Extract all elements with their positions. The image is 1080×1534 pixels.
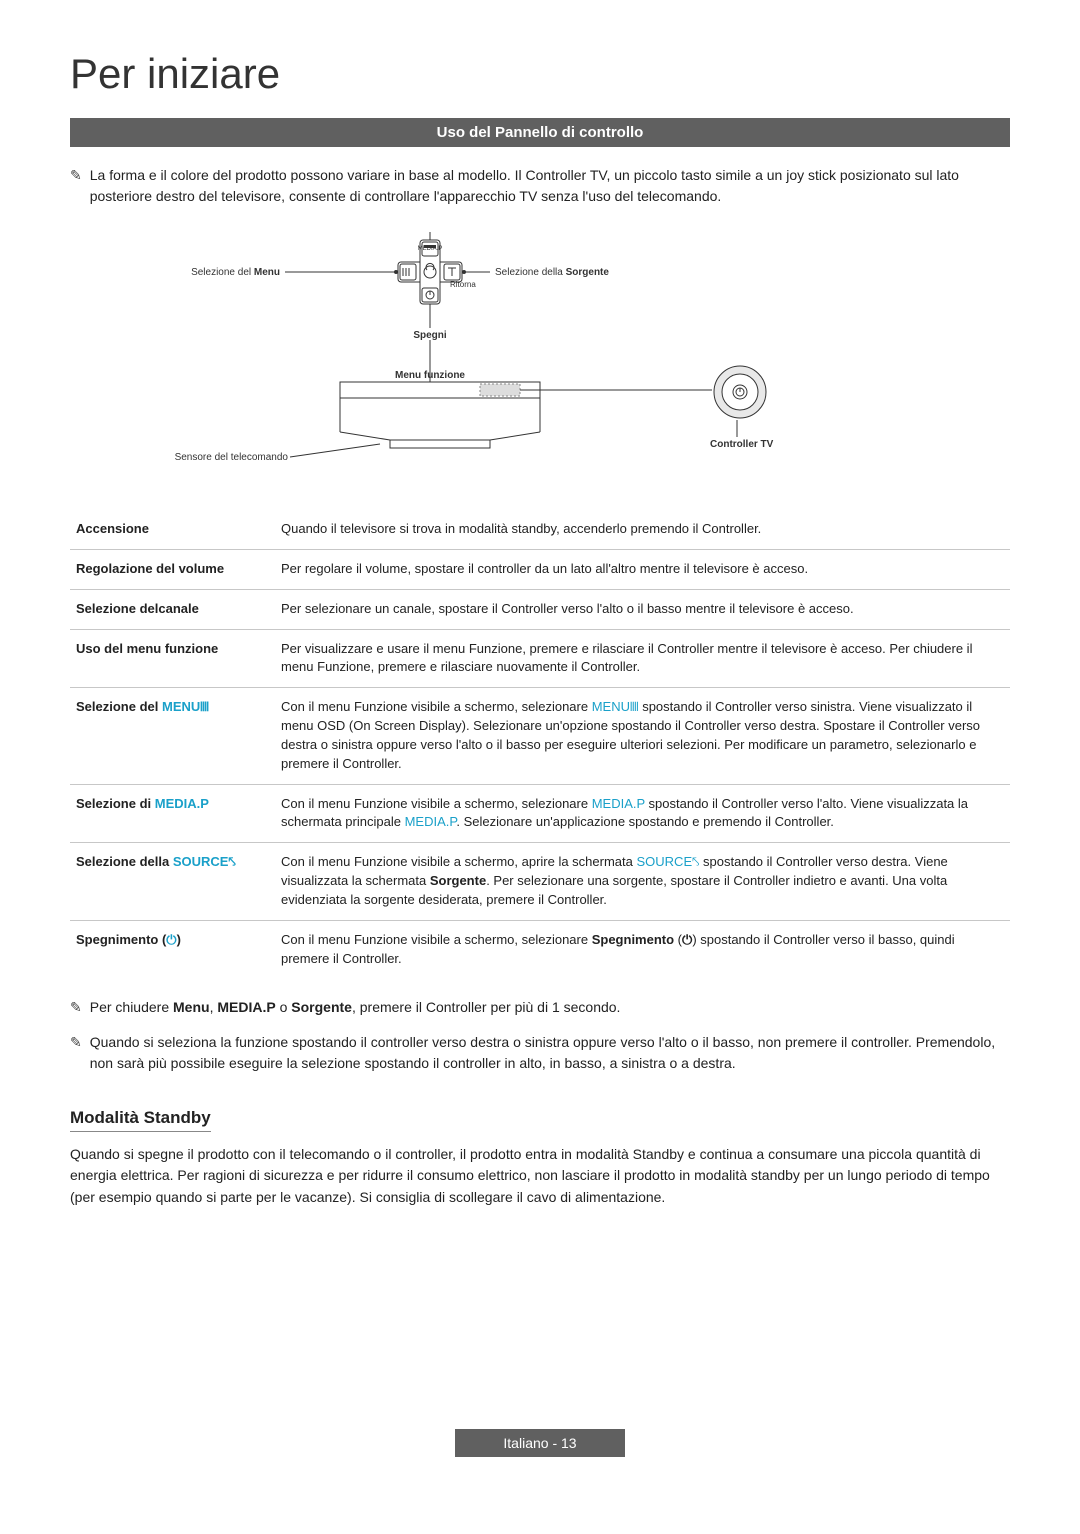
row-label: Regolazione del volume <box>70 549 275 589</box>
row-label: Uso del menu funzione <box>70 629 275 688</box>
diagram-svg: MEDIA.P Selezione del Media Play Selezio… <box>140 232 940 492</box>
svg-text:Selezione della Sorgente: Selezione della Sorgente <box>495 267 609 278</box>
intro-note: ✎ La forma e il colore del prodotto poss… <box>70 165 1010 207</box>
row-description: Con il menu Funzione visibile a schermo,… <box>275 688 1010 784</box>
svg-text:Menu funzione: Menu funzione <box>395 370 465 381</box>
intro-note-text: La forma e il colore del prodotto posson… <box>90 165 1010 207</box>
note-icon: ✎ <box>70 165 82 186</box>
note: ✎ Per chiudere Menu, MEDIA.P o Sorgente, … <box>70 997 1010 1018</box>
page-title: Per iniziare <box>70 50 1010 98</box>
note-text: Quando si seleziona la funzione spostand… <box>90 1032 1010 1074</box>
svg-text:Selezione del Media Play: Selezione del Media Play <box>370 232 485 233</box>
row-description: Per visualizzare e usare il menu Funzion… <box>275 629 1010 688</box>
row-label: Selezione delcanale <box>70 589 275 629</box>
table-row: AccensioneQuando il televisore si trova … <box>70 510 1010 549</box>
table-row: Spegnimento (⏻)Con il menu Funzione visi… <box>70 920 1010 978</box>
row-label: Accensione <box>70 510 275 549</box>
row-description: Per regolare il volume, spostare il cont… <box>275 549 1010 589</box>
table-row: Selezione della SOURCE⤣Con il menu Funzi… <box>70 843 1010 921</box>
row-description: Quando il televisore si trova in modalit… <box>275 510 1010 549</box>
page-footer: Italiano - 13 <box>455 1429 625 1457</box>
svg-text:Controller TV: Controller TV <box>710 439 774 450</box>
note: ✎ Quando si seleziona la funzione spostan… <box>70 1032 1010 1074</box>
row-label: Spegnimento (⏻) <box>70 920 275 978</box>
note-text: Per chiudere Menu, MEDIA.P o Sorgente, p… <box>90 997 1010 1018</box>
table-row: Selezione di MEDIA.PCon il menu Funzione… <box>70 784 1010 843</box>
note-icon: ✎ <box>70 997 82 1018</box>
standby-heading: Modalità Standby <box>70 1108 211 1132</box>
row-label: Selezione di MEDIA.P <box>70 784 275 843</box>
controller-diagram: MEDIA.P Selezione del Media Play Selezio… <box>140 232 940 492</box>
note-icon: ✎ <box>70 1032 82 1053</box>
table-row: Uso del menu funzionePer visualizzare e … <box>70 629 1010 688</box>
row-description: Per selezionare un canale, spostare il C… <box>275 589 1010 629</box>
row-description: Con il menu Funzione visibile a schermo,… <box>275 843 1010 921</box>
row-label: Selezione della SOURCE⤣ <box>70 843 275 921</box>
row-description: Con il menu Funzione visibile a schermo,… <box>275 784 1010 843</box>
svg-text:Sensore del telecomando: Sensore del telecomando <box>175 452 289 463</box>
svg-text:Spegni: Spegni <box>413 330 447 341</box>
row-label: Selezione del MENU𝍬 <box>70 688 275 784</box>
functions-table: AccensioneQuando il televisore si trova … <box>70 510 1010 979</box>
table-row: Regolazione del volumePer regolare il vo… <box>70 549 1010 589</box>
svg-text:Selezione del Menu: Selezione del Menu <box>191 267 280 278</box>
table-row: Selezione del MENU𝍬Con il menu Funzione … <box>70 688 1010 784</box>
row-description: Con il menu Funzione visibile a schermo,… <box>275 920 1010 978</box>
table-row: Selezione delcanalePer selezionare un ca… <box>70 589 1010 629</box>
section-header: Uso del Pannello di controllo <box>70 118 1010 147</box>
svg-text:Ritorna: Ritorna <box>450 280 476 289</box>
svg-text:MEDIA.P: MEDIA.P <box>418 246 443 252</box>
standby-body: Quando si spegne il prodotto con il tele… <box>70 1144 1010 1209</box>
